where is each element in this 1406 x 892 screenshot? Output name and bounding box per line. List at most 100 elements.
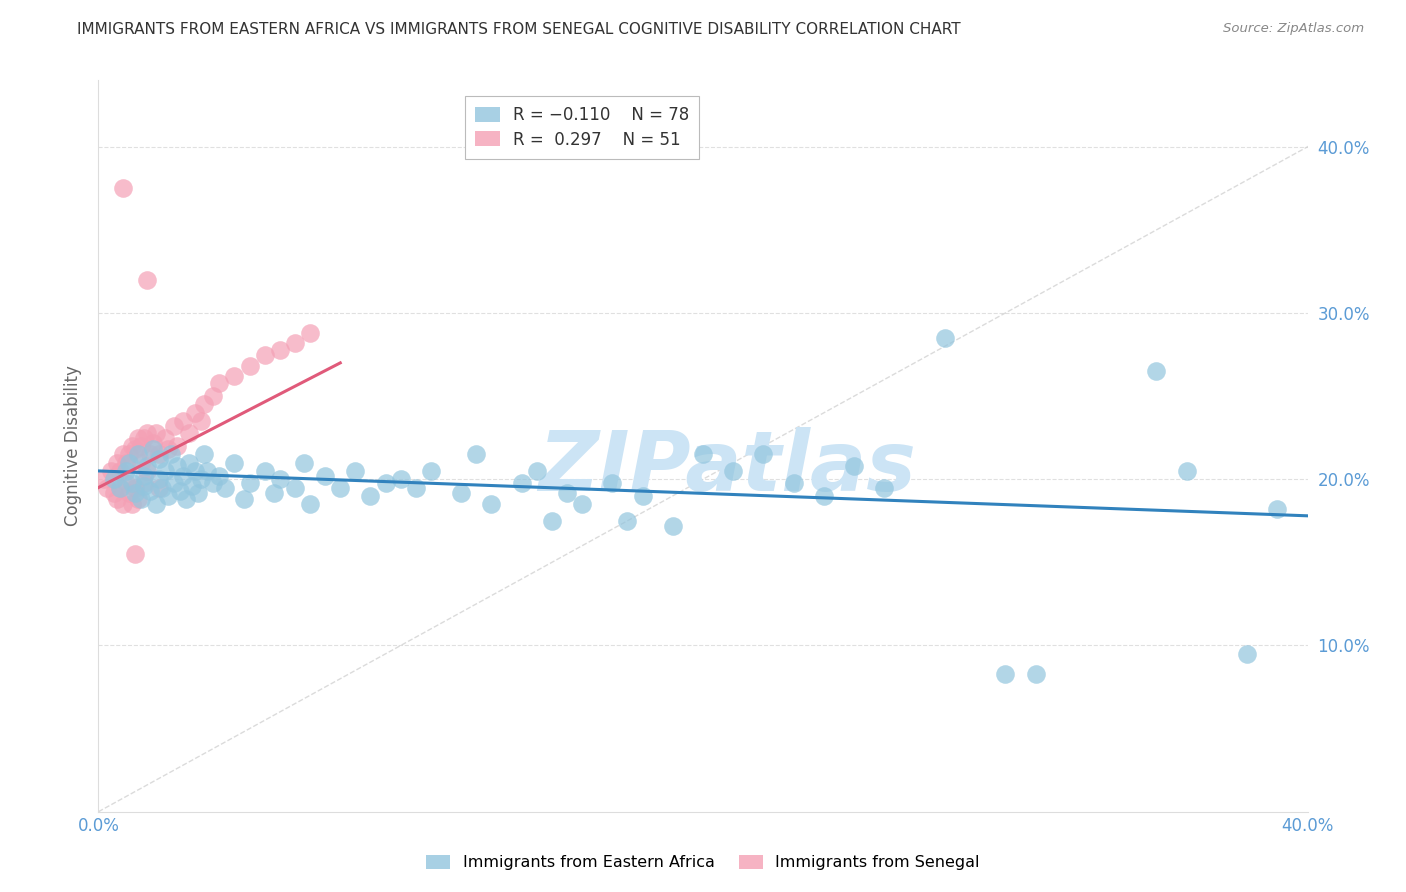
Point xyxy=(172,414,194,428)
Point xyxy=(510,475,533,490)
Point xyxy=(224,456,246,470)
Point xyxy=(314,469,336,483)
Point xyxy=(153,431,176,445)
Point xyxy=(96,481,118,495)
Point xyxy=(465,447,488,461)
Point xyxy=(139,447,162,461)
Point xyxy=(124,485,146,500)
Point xyxy=(118,456,141,470)
Point xyxy=(145,425,167,440)
Point xyxy=(142,442,165,457)
Point xyxy=(481,497,503,511)
Point xyxy=(239,359,262,374)
Point xyxy=(163,475,186,490)
Point xyxy=(105,456,128,470)
Point xyxy=(193,447,215,461)
Point xyxy=(994,666,1017,681)
Point xyxy=(1267,502,1289,516)
Point xyxy=(208,376,231,390)
Point xyxy=(103,485,125,500)
Point xyxy=(108,481,131,495)
Point xyxy=(169,483,191,498)
Point xyxy=(124,547,146,561)
Point xyxy=(166,439,188,453)
Point xyxy=(181,479,204,493)
Point xyxy=(114,475,136,490)
Point xyxy=(124,481,146,495)
Point xyxy=(269,343,291,357)
Point xyxy=(661,518,683,533)
Point xyxy=(631,489,654,503)
Legend: Immigrants from Eastern Africa, Immigrants from Senegal: Immigrants from Eastern Africa, Immigran… xyxy=(420,848,986,877)
Point xyxy=(232,492,254,507)
Point xyxy=(103,472,125,486)
Point xyxy=(148,452,170,467)
Point xyxy=(129,439,152,453)
Point xyxy=(190,472,212,486)
Point xyxy=(284,335,307,350)
Point xyxy=(129,492,152,507)
Point xyxy=(135,273,157,287)
Point xyxy=(450,485,472,500)
Point xyxy=(148,472,170,486)
Point xyxy=(184,406,207,420)
Point xyxy=(139,483,162,498)
Point xyxy=(105,492,128,507)
Point xyxy=(114,456,136,470)
Point xyxy=(374,475,396,490)
Point xyxy=(344,464,367,478)
Point xyxy=(111,181,134,195)
Point xyxy=(1175,464,1198,478)
Point xyxy=(253,347,276,362)
Point xyxy=(111,497,134,511)
Point xyxy=(118,485,141,500)
Point xyxy=(172,469,194,483)
Point xyxy=(263,485,285,500)
Text: ZIPatlas: ZIPatlas xyxy=(538,427,917,508)
Legend: R = −0.110    N = 78, R =  0.297    N = 51: R = −0.110 N = 78, R = 0.297 N = 51 xyxy=(465,96,699,159)
Point xyxy=(135,458,157,473)
Point xyxy=(93,472,115,486)
Point xyxy=(1144,364,1167,378)
Point xyxy=(224,369,246,384)
Point xyxy=(179,456,201,470)
Point xyxy=(299,497,322,511)
Point xyxy=(692,447,714,461)
Point xyxy=(156,489,179,503)
Point xyxy=(813,489,835,503)
Point xyxy=(132,469,155,483)
Point xyxy=(132,431,155,445)
Point xyxy=(284,481,307,495)
Point xyxy=(145,497,167,511)
Point xyxy=(166,458,188,473)
Point xyxy=(269,472,291,486)
Point xyxy=(153,464,176,478)
Point xyxy=(150,481,173,495)
Point xyxy=(118,447,141,461)
Text: Source: ZipAtlas.com: Source: ZipAtlas.com xyxy=(1223,22,1364,36)
Point xyxy=(239,475,262,490)
Point xyxy=(844,458,866,473)
Point xyxy=(195,464,218,478)
Point xyxy=(108,464,131,478)
Point xyxy=(148,447,170,461)
Point xyxy=(121,439,143,453)
Point xyxy=(163,419,186,434)
Point xyxy=(127,431,149,445)
Point xyxy=(723,464,745,478)
Point xyxy=(114,464,136,478)
Point xyxy=(111,447,134,461)
Point xyxy=(190,414,212,428)
Point xyxy=(132,475,155,490)
Point xyxy=(193,397,215,411)
Point xyxy=(129,456,152,470)
Point xyxy=(179,425,201,440)
Point xyxy=(156,442,179,457)
Point xyxy=(1024,666,1046,681)
Point xyxy=(934,331,956,345)
Point xyxy=(526,464,548,478)
Point xyxy=(208,469,231,483)
Point xyxy=(292,456,315,470)
Point xyxy=(783,475,806,490)
Point xyxy=(329,481,352,495)
